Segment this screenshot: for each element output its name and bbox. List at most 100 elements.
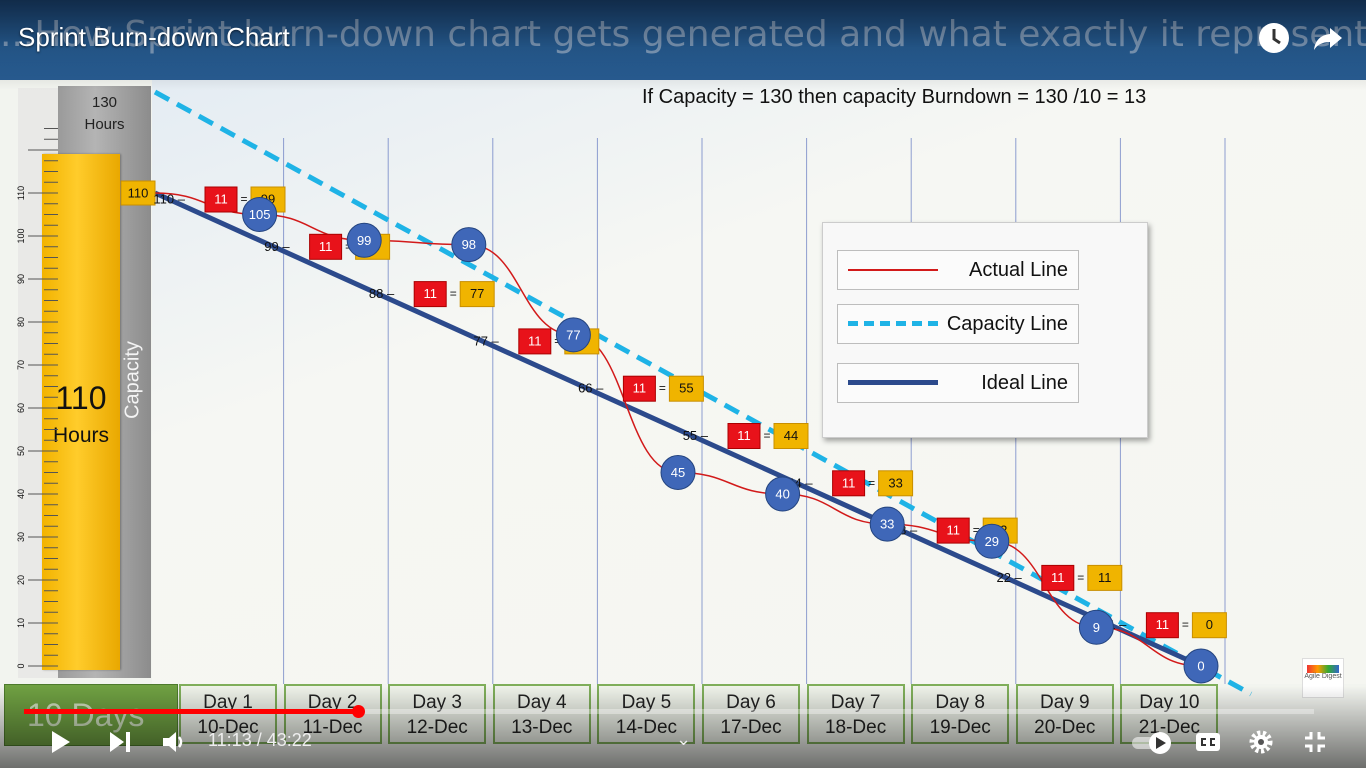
step-from-label: 55 –	[683, 428, 709, 443]
actual-point-label: 33	[880, 517, 894, 532]
autoplay-toggle[interactable]	[1130, 728, 1176, 756]
burn-value: 11	[946, 523, 960, 538]
burn-value: 11	[319, 239, 333, 254]
step-from-label: 110 –	[153, 192, 185, 207]
y-tick-label: 60	[16, 403, 26, 413]
remaining-value: 44	[784, 428, 798, 443]
remaining-value: 33	[888, 475, 902, 490]
start-value-label: 110	[128, 186, 149, 201]
share-icon[interactable]	[1310, 20, 1346, 56]
burn-value: 11	[737, 428, 751, 443]
capacity-total-value: 130	[91, 94, 118, 111]
burn-value: 11	[842, 475, 856, 490]
actual-point	[765, 476, 801, 512]
day-label: Day 8 19-Dec	[911, 684, 1010, 744]
burn-value: 11	[423, 286, 437, 301]
actual-point	[555, 317, 591, 353]
remaining-box	[773, 423, 809, 449]
chevron-down-icon[interactable]: ⌄	[676, 729, 692, 749]
duration: 43:22	[266, 730, 312, 750]
actual-point	[660, 455, 696, 490]
capacity-total-unit: Hours	[84, 116, 125, 133]
remaining-box	[668, 375, 704, 402]
time-display: 11:13 / 43:22	[208, 730, 312, 751]
progress-scrubber[interactable]	[352, 705, 366, 718]
day-date: 18-Dec	[824, 717, 887, 738]
burn-box	[832, 470, 866, 497]
remaining-value: 77	[470, 286, 484, 301]
equals-sign: =	[1182, 618, 1189, 632]
chart-background	[152, 80, 1366, 684]
hours-unit: Hours	[52, 424, 110, 447]
actual-point-label: 99	[357, 233, 371, 248]
y-tick-label: 100	[16, 228, 26, 243]
capacity-total: 130 Hours	[58, 92, 151, 136]
capacity-line-swatch	[848, 321, 938, 326]
day-date: 13-Dec	[511, 717, 573, 738]
day-date: 19-Dec	[929, 717, 991, 738]
actual-point-label: 77	[566, 327, 580, 342]
actual-point	[869, 506, 905, 542]
step-from-label: 66 –	[578, 381, 604, 396]
y-tick-label: 30	[16, 532, 26, 542]
settings-gear-icon[interactable]	[1247, 728, 1275, 756]
captions-icon[interactable]	[1194, 728, 1222, 756]
day-label: Day 3 12-Dec	[388, 684, 487, 744]
step-from-label: 22 –	[996, 570, 1022, 585]
day-date: 12-Dec	[406, 717, 468, 738]
actual-point-label: 0	[1197, 659, 1204, 674]
watermark-text: Agile Digest	[1304, 673, 1342, 680]
day-label: Day 7 18-Dec	[806, 684, 905, 744]
remaining-box	[459, 281, 495, 308]
ideal-line-swatch	[848, 380, 938, 385]
actual-point	[974, 523, 1010, 559]
y-tick-label: 20	[16, 575, 26, 585]
y-tick-label: 80	[16, 317, 26, 327]
exit-fullscreen-icon[interactable]	[1301, 728, 1329, 756]
play-icon[interactable]	[46, 728, 74, 756]
logo-mark	[1307, 665, 1339, 673]
actual-point-label: 105	[249, 207, 271, 222]
y-tick-label: 50	[16, 446, 26, 456]
slide-banner: ...How Sprint burn-down chart gets gener…	[0, 0, 1366, 80]
y-tick-label: 90	[16, 274, 26, 284]
progress-bar[interactable]	[24, 705, 1314, 718]
equals-sign: =	[240, 192, 247, 206]
remaining-value: 11	[1098, 570, 1112, 585]
hours-value: 110	[55, 380, 107, 416]
actual-point	[1078, 609, 1114, 645]
burn-box	[518, 328, 552, 355]
equals-sign: =	[659, 381, 666, 395]
actual-line-swatch	[848, 269, 938, 271]
actual-point-label: 29	[985, 534, 999, 549]
burn-box	[936, 517, 970, 544]
y-tick-label: 110	[16, 186, 26, 200]
next-icon[interactable]	[106, 728, 134, 756]
watch-later-icon[interactable]	[1256, 20, 1292, 56]
step-from-label: 77 –	[473, 333, 499, 348]
burn-box	[309, 233, 343, 260]
progress-played	[24, 709, 359, 714]
burn-box	[413, 281, 447, 308]
actual-point	[242, 197, 278, 232]
remaining-box	[1087, 564, 1123, 591]
legend-ideal-label: Ideal Line	[981, 372, 1068, 394]
y-tick-label: 10	[16, 618, 26, 628]
agile-digest-logo: Agile Digest	[1302, 658, 1344, 698]
burn-box	[727, 423, 761, 449]
legend-item-ideal: Ideal Line	[837, 363, 1079, 403]
equals-sign: =	[1077, 570, 1084, 584]
legend-item-capacity: Capacity Line	[837, 304, 1079, 344]
burn-value: 11	[1051, 570, 1065, 585]
burn-box	[1041, 564, 1075, 591]
hours-bar	[42, 154, 120, 670]
equals-sign: =	[450, 287, 457, 301]
day-date: 20-Dec	[1034, 717, 1096, 738]
actual-point	[451, 227, 487, 263]
day-date: 17-Dec	[720, 717, 782, 738]
time-separator: /	[256, 730, 267, 750]
day-label: Day 4 13-Dec	[492, 684, 591, 744]
actual-point	[1183, 648, 1219, 684]
video-title[interactable]: Sprint Burn-down Chart	[18, 22, 290, 52]
volume-icon[interactable]	[160, 728, 188, 756]
